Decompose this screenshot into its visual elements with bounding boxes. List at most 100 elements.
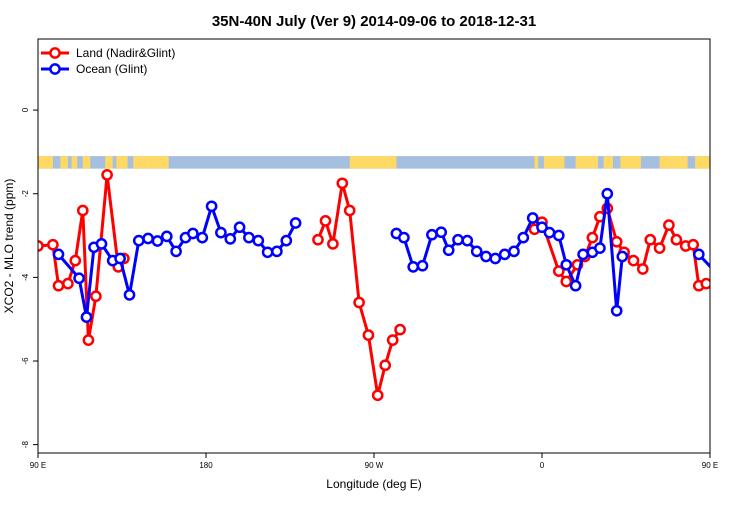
data-point <box>101 169 113 181</box>
data-point <box>732 243 741 252</box>
data-point <box>426 228 438 241</box>
y-tick-label: -8 <box>21 441 30 449</box>
plot-region <box>38 156 750 402</box>
data-point <box>196 231 209 244</box>
data-point <box>224 233 237 245</box>
data-point <box>594 242 606 254</box>
land-ocean-strip <box>38 156 710 169</box>
data-point <box>526 212 539 224</box>
data-point <box>82 334 95 346</box>
y-tick-label: -2 <box>21 190 30 198</box>
strip-land-segment <box>71 156 78 169</box>
data-point <box>610 304 623 317</box>
data-point <box>379 359 392 372</box>
strip-land-segment <box>144 156 169 169</box>
y-tick-label: -4 <box>21 273 30 281</box>
data-point <box>452 233 464 246</box>
data-point <box>687 238 700 251</box>
data-point <box>47 238 59 251</box>
data-point <box>717 274 726 283</box>
x-tick-label: 90 E <box>30 461 46 470</box>
data-point <box>700 277 710 290</box>
data-point <box>215 226 227 239</box>
legend-ocean-label: Ocean (Glint) <box>76 62 147 76</box>
strip-land-segment <box>575 156 598 169</box>
data-point <box>362 329 375 341</box>
y-tick-label: 0 <box>21 107 30 112</box>
x-tick-label: 90 W <box>365 461 384 470</box>
strip-land-segment <box>82 156 91 169</box>
data-point <box>233 221 246 234</box>
data-point <box>733 292 742 301</box>
data-point <box>560 258 573 271</box>
data-point <box>394 323 406 336</box>
data-point <box>52 279 65 292</box>
series-line <box>697 253 710 269</box>
data-point <box>271 245 283 258</box>
data-point <box>336 177 349 190</box>
data-point <box>644 233 657 246</box>
strip-land-segment <box>38 156 53 169</box>
series-layer <box>38 169 750 402</box>
x-tick-label: 90 E <box>702 461 718 470</box>
y-axis-label: XCO2 - MLO trend (ppm) <box>2 179 16 314</box>
data-point <box>552 229 565 242</box>
x-tick-label: 0 <box>540 461 545 470</box>
strip-land-segment <box>620 156 641 169</box>
data-point <box>90 290 102 303</box>
data-point <box>327 238 339 250</box>
data-point <box>508 245 520 258</box>
data-point <box>435 226 448 239</box>
strip-land-segment <box>105 156 113 169</box>
chart-title: 35N-40N July (Ver 9) 2014-09-06 to 2018-… <box>212 13 536 30</box>
data-point <box>560 275 573 288</box>
strip-land-segment <box>60 156 68 169</box>
data-point <box>517 231 530 244</box>
data-point <box>343 204 356 217</box>
strip-land-segment <box>543 156 565 169</box>
y-tick-label: -6 <box>21 357 30 365</box>
data-point <box>170 245 182 258</box>
legend-land-marker <box>49 47 61 59</box>
data-point <box>616 250 629 263</box>
data-point <box>470 245 483 258</box>
data-point <box>261 246 274 259</box>
data-point <box>586 231 599 244</box>
data-point <box>577 248 589 261</box>
data-point <box>741 239 750 248</box>
data-point <box>663 219 675 231</box>
data-point <box>353 296 365 309</box>
strip-land-segment <box>659 156 688 169</box>
data-point <box>461 234 474 247</box>
x-axis-label: Longitude (deg E) <box>326 477 421 491</box>
axes: 90 E 180 90 W 0 90 E 0 -2 -4 -6 -8 <box>21 107 718 470</box>
series-line <box>716 175 750 340</box>
data-point <box>724 313 733 322</box>
data-point <box>151 235 164 247</box>
data-point <box>252 234 265 247</box>
data-point <box>480 250 492 263</box>
x-tick-label: 180 <box>199 461 213 470</box>
data-point <box>142 232 154 245</box>
data-point <box>489 252 502 265</box>
strip-land-segment <box>695 156 710 169</box>
data-point <box>653 242 666 254</box>
strip-land-segment <box>534 156 539 169</box>
data-point <box>543 226 556 239</box>
data-point <box>73 272 85 285</box>
data-point <box>569 279 582 292</box>
legend: Land (Nadir&Glint) Ocean (Glint) <box>41 46 175 76</box>
data-point <box>552 265 565 277</box>
data-point <box>407 261 420 273</box>
data-point <box>319 215 332 227</box>
data-point <box>720 206 729 215</box>
strip-land-segment <box>603 156 613 169</box>
strip-land-segment <box>133 156 145 169</box>
data-point <box>205 200 218 213</box>
data-point <box>114 252 126 265</box>
data-point <box>187 227 199 240</box>
data-point <box>69 254 82 267</box>
data-point <box>52 248 65 261</box>
data-point <box>670 233 683 246</box>
